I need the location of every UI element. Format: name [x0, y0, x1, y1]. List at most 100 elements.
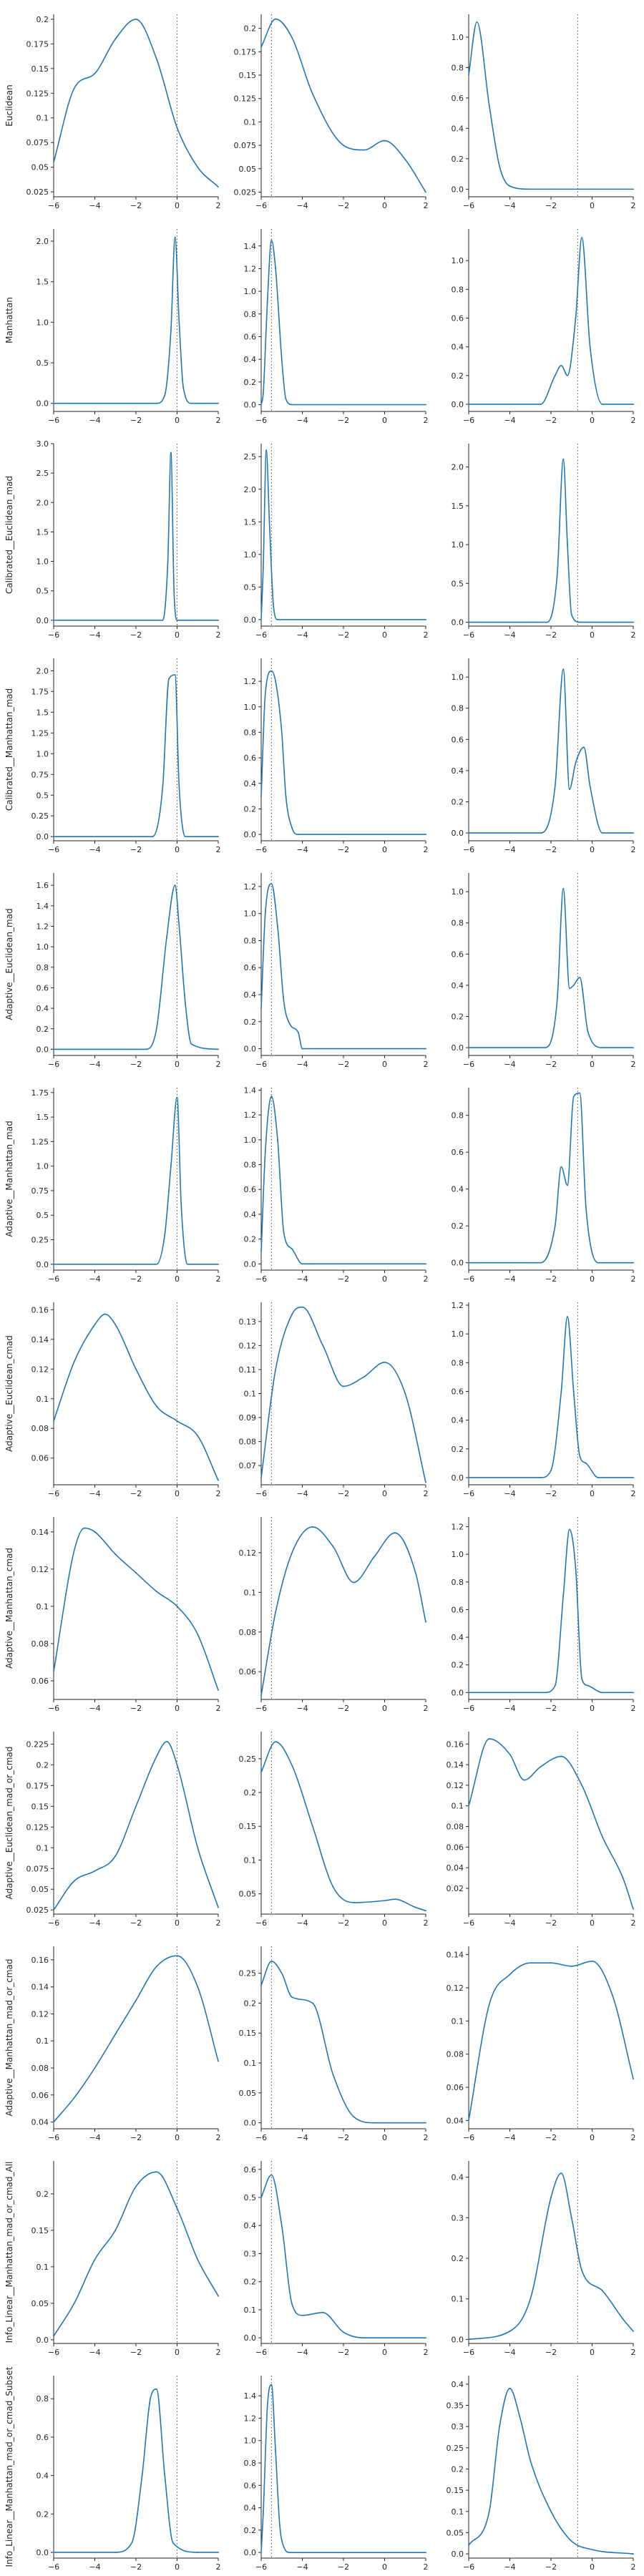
density-curve [260, 1961, 426, 2124]
x-tick-label: 0 [382, 845, 387, 854]
data-point [218, 186, 219, 188]
data-point [162, 786, 164, 788]
x-tick-label: 0 [382, 1704, 387, 1713]
panel: −6 −4 −2 0 2 0.06 0.08 0.1 0.12 0.14 0.16 [31, 1302, 221, 1498]
x-tick-label: −4 [89, 201, 100, 210]
data-point [581, 1785, 583, 1786]
y-tick-label: 0.0 [36, 1260, 49, 1269]
data-point [264, 1151, 266, 1153]
y-tick-label: 0.0 [452, 2550, 464, 2559]
x-tick-label: 0 [382, 1274, 387, 1284]
y-tick-label: 2.5 [36, 469, 49, 478]
y-tick-label: 0.12 [31, 1565, 49, 1574]
y-tick-label: 0.4 [244, 779, 257, 789]
data-point [425, 834, 426, 835]
x-tick-label: 2 [216, 845, 221, 854]
y-tick-label: 0.07 [239, 1461, 257, 1470]
data-point [260, 1477, 262, 1478]
data-point [570, 2217, 572, 2219]
y-tick-label: 0.0 [36, 2336, 49, 2345]
x-tick-label: −2 [338, 2133, 349, 2142]
data-point [332, 1546, 334, 1548]
data-point [509, 1974, 511, 1976]
y-tick-label: 0.1 [452, 2016, 464, 2026]
x-tick-label: −6 [255, 416, 267, 425]
y-tick-label: 0.06 [447, 1843, 464, 1852]
data-point [575, 1567, 577, 1569]
x-tick-label: 2 [216, 1704, 221, 1713]
y-tick-label: 0.05 [31, 2299, 49, 2308]
y-tick-label: 0.14 [31, 1528, 49, 1537]
data-point [540, 1262, 542, 1264]
data-point [572, 1096, 575, 1098]
x-tick-label: 2 [424, 1918, 429, 1928]
data-point [135, 2185, 137, 2187]
data-point [174, 236, 176, 238]
x-tick-label: 0 [382, 2133, 387, 2142]
data-point [164, 394, 166, 396]
x-tick-label: −2 [130, 845, 142, 854]
density-curve [260, 2174, 426, 2338]
data-point [425, 1621, 426, 1623]
x-tick-label: −4 [89, 2133, 100, 2142]
data-point [197, 166, 199, 168]
data-point [509, 2387, 511, 2389]
data-point [178, 786, 180, 788]
y-tick-label: 0.02 [447, 1884, 464, 1893]
x-tick-label: 0 [175, 2562, 180, 2572]
data-point [285, 398, 287, 400]
y-tick-label: 0.08 [447, 1823, 464, 1832]
y-tick-label: 1.0 [452, 33, 464, 42]
x-tick-label: −2 [130, 1489, 142, 1498]
data-point [591, 1960, 593, 1962]
data-point [633, 2331, 634, 2332]
density-curve [260, 1306, 426, 1483]
panel: −6 −4 −2 0 2 0.025 0.05 0.075 0.1 0.125 0.15 0.175 0… [26, 14, 221, 210]
x-tick-label: −2 [338, 1704, 349, 1713]
y-tick-label: 0.075 [234, 141, 257, 150]
x-tick-label: 2 [631, 201, 636, 210]
x-tick-label: 2 [216, 1489, 221, 1498]
y-tick-label: 0.0 [244, 1259, 257, 1269]
data-point [197, 1986, 199, 1988]
data-point [468, 1047, 469, 1049]
data-point [53, 619, 54, 621]
data-point [197, 2552, 199, 2553]
y-tick-label: 1.2 [452, 1523, 464, 1532]
data-point [260, 2197, 262, 2198]
data-point [311, 1526, 313, 1528]
data-point [291, 36, 293, 39]
y-tick-label: 0.2 [244, 1788, 257, 1797]
y-tick-label: 0.0 [452, 829, 464, 838]
data-point [567, 374, 568, 376]
x-tick-label: −2 [545, 845, 557, 854]
density-curve [260, 1741, 426, 1912]
row-label: Calibrated__Manhattan_mad [4, 688, 14, 811]
x-tick-label: 2 [216, 630, 221, 640]
data-point [425, 1048, 426, 1050]
data-point [291, 827, 293, 829]
data-point [291, 1551, 293, 1553]
y-tick-label: 0.25 [31, 811, 49, 821]
density-curve [468, 2172, 634, 2341]
data-point [275, 1741, 277, 1743]
data-point [468, 1805, 469, 1807]
y-tick-label: 0.6 [244, 963, 257, 972]
x-tick-label: 2 [424, 630, 429, 640]
y-tick-label: 0.12 [239, 1548, 257, 1558]
data-point [425, 404, 426, 406]
data-point [468, 2338, 469, 2341]
y-tick-label: 0.05 [239, 1890, 257, 1899]
x-tick-label: −2 [545, 2348, 557, 2357]
data-point [291, 404, 293, 406]
x-tick-label: 2 [216, 1060, 221, 1069]
x-tick-label: 2 [631, 1274, 636, 1284]
y-tick-label: 0.06 [31, 1677, 49, 1686]
x-tick-label: 2 [216, 2133, 221, 2142]
data-point [280, 2225, 283, 2227]
density-curve [53, 19, 219, 187]
x-tick-label: 2 [424, 1060, 429, 1069]
panel: −6 −4 −2 0 2 0.0 0.25 0.5 0.75 1.0 1.25 1.5 1.75 2.0 [31, 658, 221, 854]
data-point [562, 668, 565, 670]
x-tick-label: −2 [545, 2133, 557, 2142]
